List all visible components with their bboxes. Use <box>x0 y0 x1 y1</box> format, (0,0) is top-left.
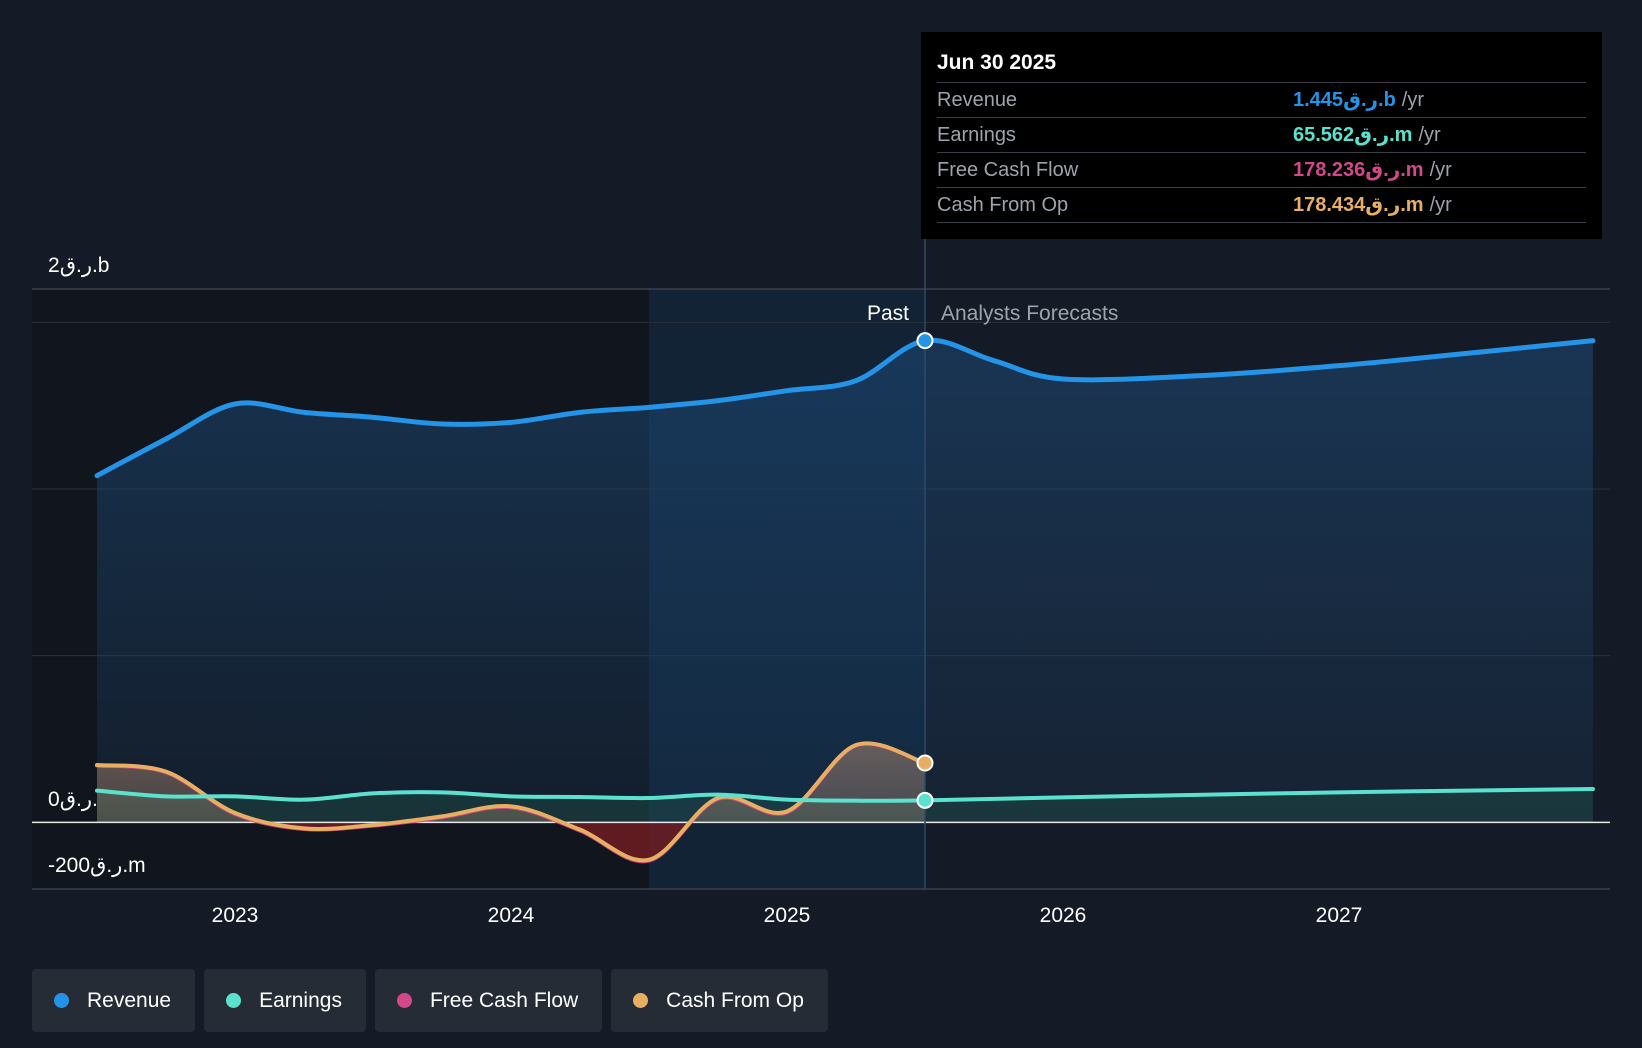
cfo-area-positive <box>97 743 925 823</box>
legend-label: Free Cash Flow <box>429 988 579 1012</box>
legend-dot-icon <box>226 993 242 1008</box>
legend-item-cash-from-op[interactable]: Cash From Op <box>611 969 828 1032</box>
legend-label: Cash From Op <box>666 988 804 1012</box>
y-tick-label: -200ر.ق.m <box>48 854 146 878</box>
tooltip-row-revenue: Revenue 1.445ر.ق.b /yr <box>937 82 1586 117</box>
legend: Revenue Earnings Free Cash Flow Cash Fro… <box>32 969 828 1032</box>
tooltip-date: Jun 30 2025 <box>937 51 1057 74</box>
tooltip-row-free-cash-flow: Free Cash Flow 178.236ر.ق.m /yr <box>937 152 1586 187</box>
tooltip-row-cash-from-op: Cash From Op 178.434ر.ق.m /yr <box>937 187 1586 223</box>
legend-item-revenue[interactable]: Revenue <box>32 969 196 1032</box>
revenue-marker <box>916 332 934 350</box>
tooltip-unit: /yr <box>1429 194 1452 216</box>
tooltip-label: Earnings <box>937 124 1016 146</box>
legend-label: Earnings <box>259 988 342 1012</box>
earnings-line <box>95 787 1595 803</box>
tooltip-label: Revenue <box>937 89 1018 111</box>
x-tick-label: 2026 <box>1040 904 1087 927</box>
cash-from-op-line <box>95 741 927 863</box>
forecast-label: Analysts Forecasts <box>941 302 1118 325</box>
tooltip-unit: /yr <box>1401 89 1425 111</box>
x-tick-label: 2025 <box>764 904 811 927</box>
revenue-area <box>97 340 1593 823</box>
cash-from-op-marker <box>916 754 934 772</box>
tooltip-value: 178.236ر.ق.m <box>1293 159 1424 181</box>
legend-dot-icon <box>633 993 649 1008</box>
tooltip-value: 178.434ر.ق.m <box>1293 194 1424 216</box>
revenue-line <box>94 337 1596 479</box>
legend-dot-icon <box>54 993 69 1008</box>
earnings-marker <box>916 791 934 809</box>
tooltip-value: 1.445ر.ق.b <box>1293 89 1396 111</box>
legend-label: Revenue <box>87 988 172 1012</box>
cfo-area-negative <box>264 822 690 861</box>
tooltip-label: Cash From Op <box>937 194 1069 216</box>
legend-dot-icon <box>396 993 412 1008</box>
tooltip-unit: /yr <box>1429 159 1452 181</box>
legend-item-earnings[interactable]: Earnings <box>204 969 366 1032</box>
legend-item-free-cash-flow[interactable]: Free Cash Flow <box>374 969 603 1032</box>
tooltip-row-earnings: Earnings 65.562ر.ق.m /yr <box>937 117 1586 152</box>
past-label: Past <box>867 302 909 325</box>
x-tick-label: 2024 <box>488 904 535 927</box>
tooltip-unit: /yr <box>1418 124 1441 146</box>
y-tick-label: 0ر.ق. <box>48 788 98 812</box>
x-tick-label: 2023 <box>212 904 259 927</box>
tooltip: Jun 30 2025 Revenue 1.445ر.ق.b /yr Earni… <box>921 32 1602 239</box>
tooltip-value: 65.562ر.ق.m <box>1293 124 1413 146</box>
x-tick-label: 2027 <box>1316 904 1363 927</box>
tooltip-label: Free Cash Flow <box>937 159 1079 181</box>
y-tick-label: 2ر.ق.b <box>48 254 109 278</box>
